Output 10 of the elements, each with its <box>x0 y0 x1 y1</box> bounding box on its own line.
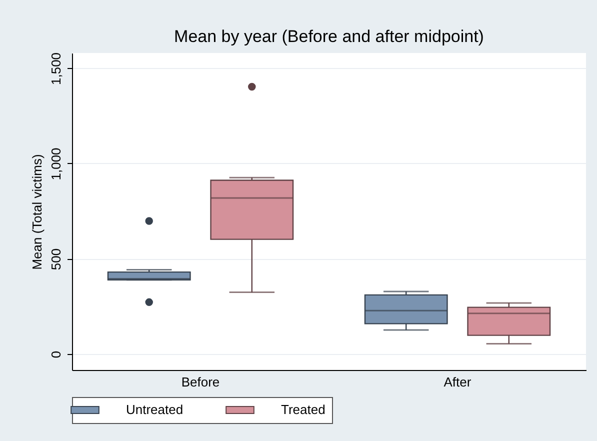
legend-label: Treated <box>281 402 326 417</box>
y-tick-label: 500 <box>48 248 64 270</box>
chart-title: Mean by year (Before and after midpoint) <box>174 26 484 46</box>
x-tick-label: After <box>444 374 472 390</box>
y-tick-label: 0 <box>48 350 64 358</box>
x-tick-label: Before <box>181 374 220 390</box>
y-axis-title: Mean (Total victims) <box>30 154 44 270</box>
y-tick-label: 1,000 <box>48 148 64 180</box>
legend-label: Untreated <box>126 402 184 417</box>
y-tick-label: 1,500 <box>48 52 64 86</box>
